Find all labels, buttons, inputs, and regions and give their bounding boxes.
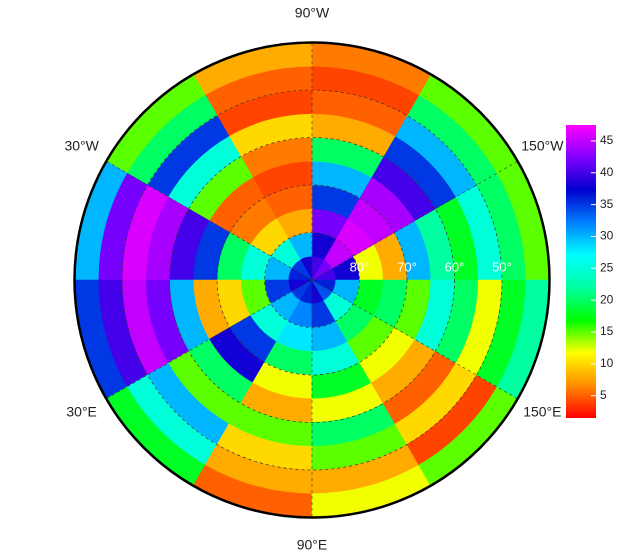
colorbar-label: 10 (600, 356, 614, 370)
longitude-label: 30°W (64, 138, 99, 154)
longitude-label: 90°W (295, 5, 330, 21)
latitude-circle (264, 232, 360, 328)
colorbar-label: 30 (600, 229, 614, 243)
latitude-circle (216, 184, 408, 376)
latitude-label: 60° (445, 259, 465, 274)
latitude-circle (121, 89, 503, 471)
colorbar-label: 25 (600, 260, 614, 274)
colorbar-label: 20 (600, 292, 614, 306)
colorbar-label: 15 (600, 324, 614, 338)
latitude-label: 70° (397, 259, 417, 274)
colorbar-label: 35 (600, 197, 614, 211)
latitude-circle (169, 137, 455, 423)
raster-field (74, 42, 550, 518)
colorbar-label: 45 (600, 133, 614, 147)
longitude-label: 90°E (297, 537, 328, 552)
latitude-label: 80° (350, 259, 370, 274)
map-border (73, 41, 551, 519)
latitude-label: 50° (492, 259, 512, 274)
longitude-label: 150°E (523, 404, 561, 420)
overlay: 80° 70° 60° 50° 90°W 30°W 150°W 30°E 150°E 90°E 5 1… (64, 5, 613, 552)
colorbar (566, 125, 596, 418)
colorbar-label: 40 (600, 165, 614, 179)
longitude-label: 30°E (66, 404, 97, 420)
longitude-label: 150°W (521, 138, 564, 154)
colorbar-label: 5 (600, 388, 607, 402)
